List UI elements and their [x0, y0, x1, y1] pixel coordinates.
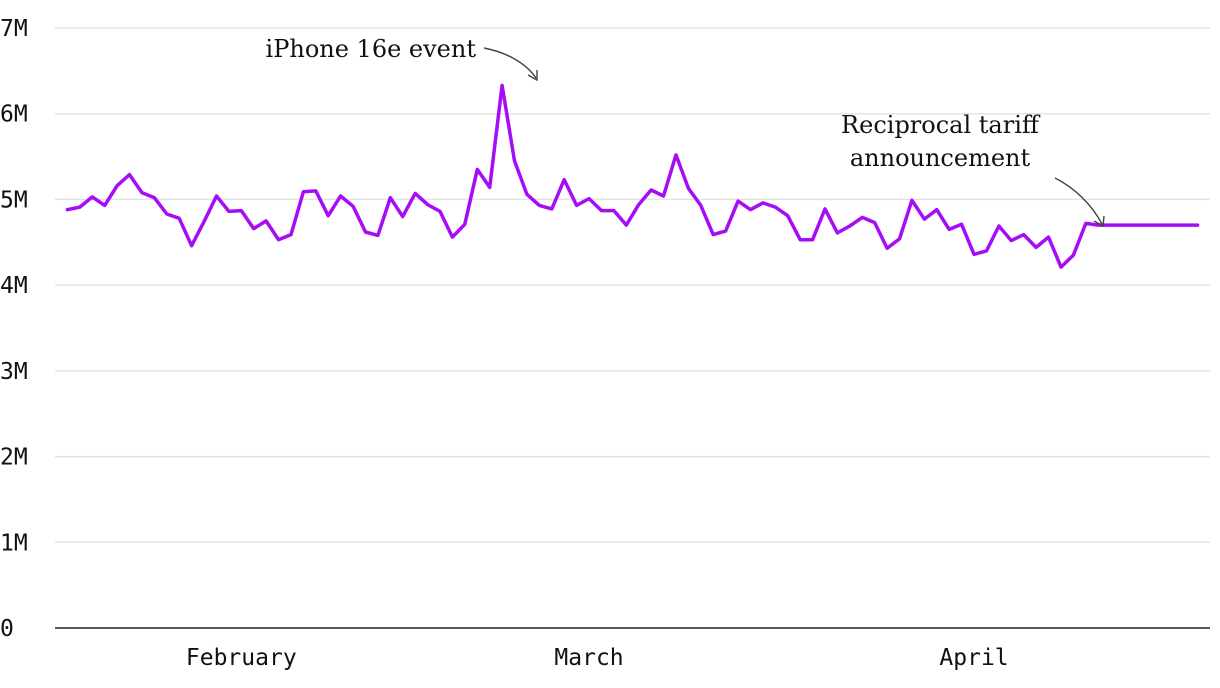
y-tick-label: 1M: [0, 530, 28, 556]
x-axis-ticks: February March April: [186, 645, 1009, 671]
y-tick-label: 0: [0, 616, 14, 642]
gridlines: [55, 27, 1210, 629]
annotation-iphone-arrowhead: [527, 70, 538, 82]
series-line: [65, 83, 1200, 269]
y-tick-label: 7M: [0, 16, 28, 42]
y-axis-ticks: 0 1M 2M 3M 4M 5M 6M 7M: [0, 16, 28, 642]
annotation-iphone-event: iPhone 16e event: [266, 35, 477, 63]
x-tick-label: April: [939, 645, 1008, 671]
y-tick-label: 3M: [0, 359, 28, 385]
y-tick-label: 6M: [0, 102, 28, 128]
annotation-tariff-arrow: [1054, 177, 1103, 225]
y-tick-label: 2M: [0, 445, 28, 471]
series-layer: [65, 83, 1200, 269]
x-tick-label: March: [554, 645, 623, 671]
annotation-tariff-line-1: Reciprocal tariff: [841, 111, 1041, 139]
annotation-tariff-line-2: announcement: [850, 144, 1031, 172]
annotation-tariff-arrowhead: [1093, 215, 1105, 228]
x-tick-label: February: [186, 645, 297, 671]
y-tick-label: 4M: [0, 273, 28, 299]
annotation-iphone-arrow: [483, 47, 537, 79]
y-tick-label: 5M: [0, 187, 28, 213]
annotations: iPhone 16e event Reciprocal tariff annou…: [266, 35, 1105, 228]
